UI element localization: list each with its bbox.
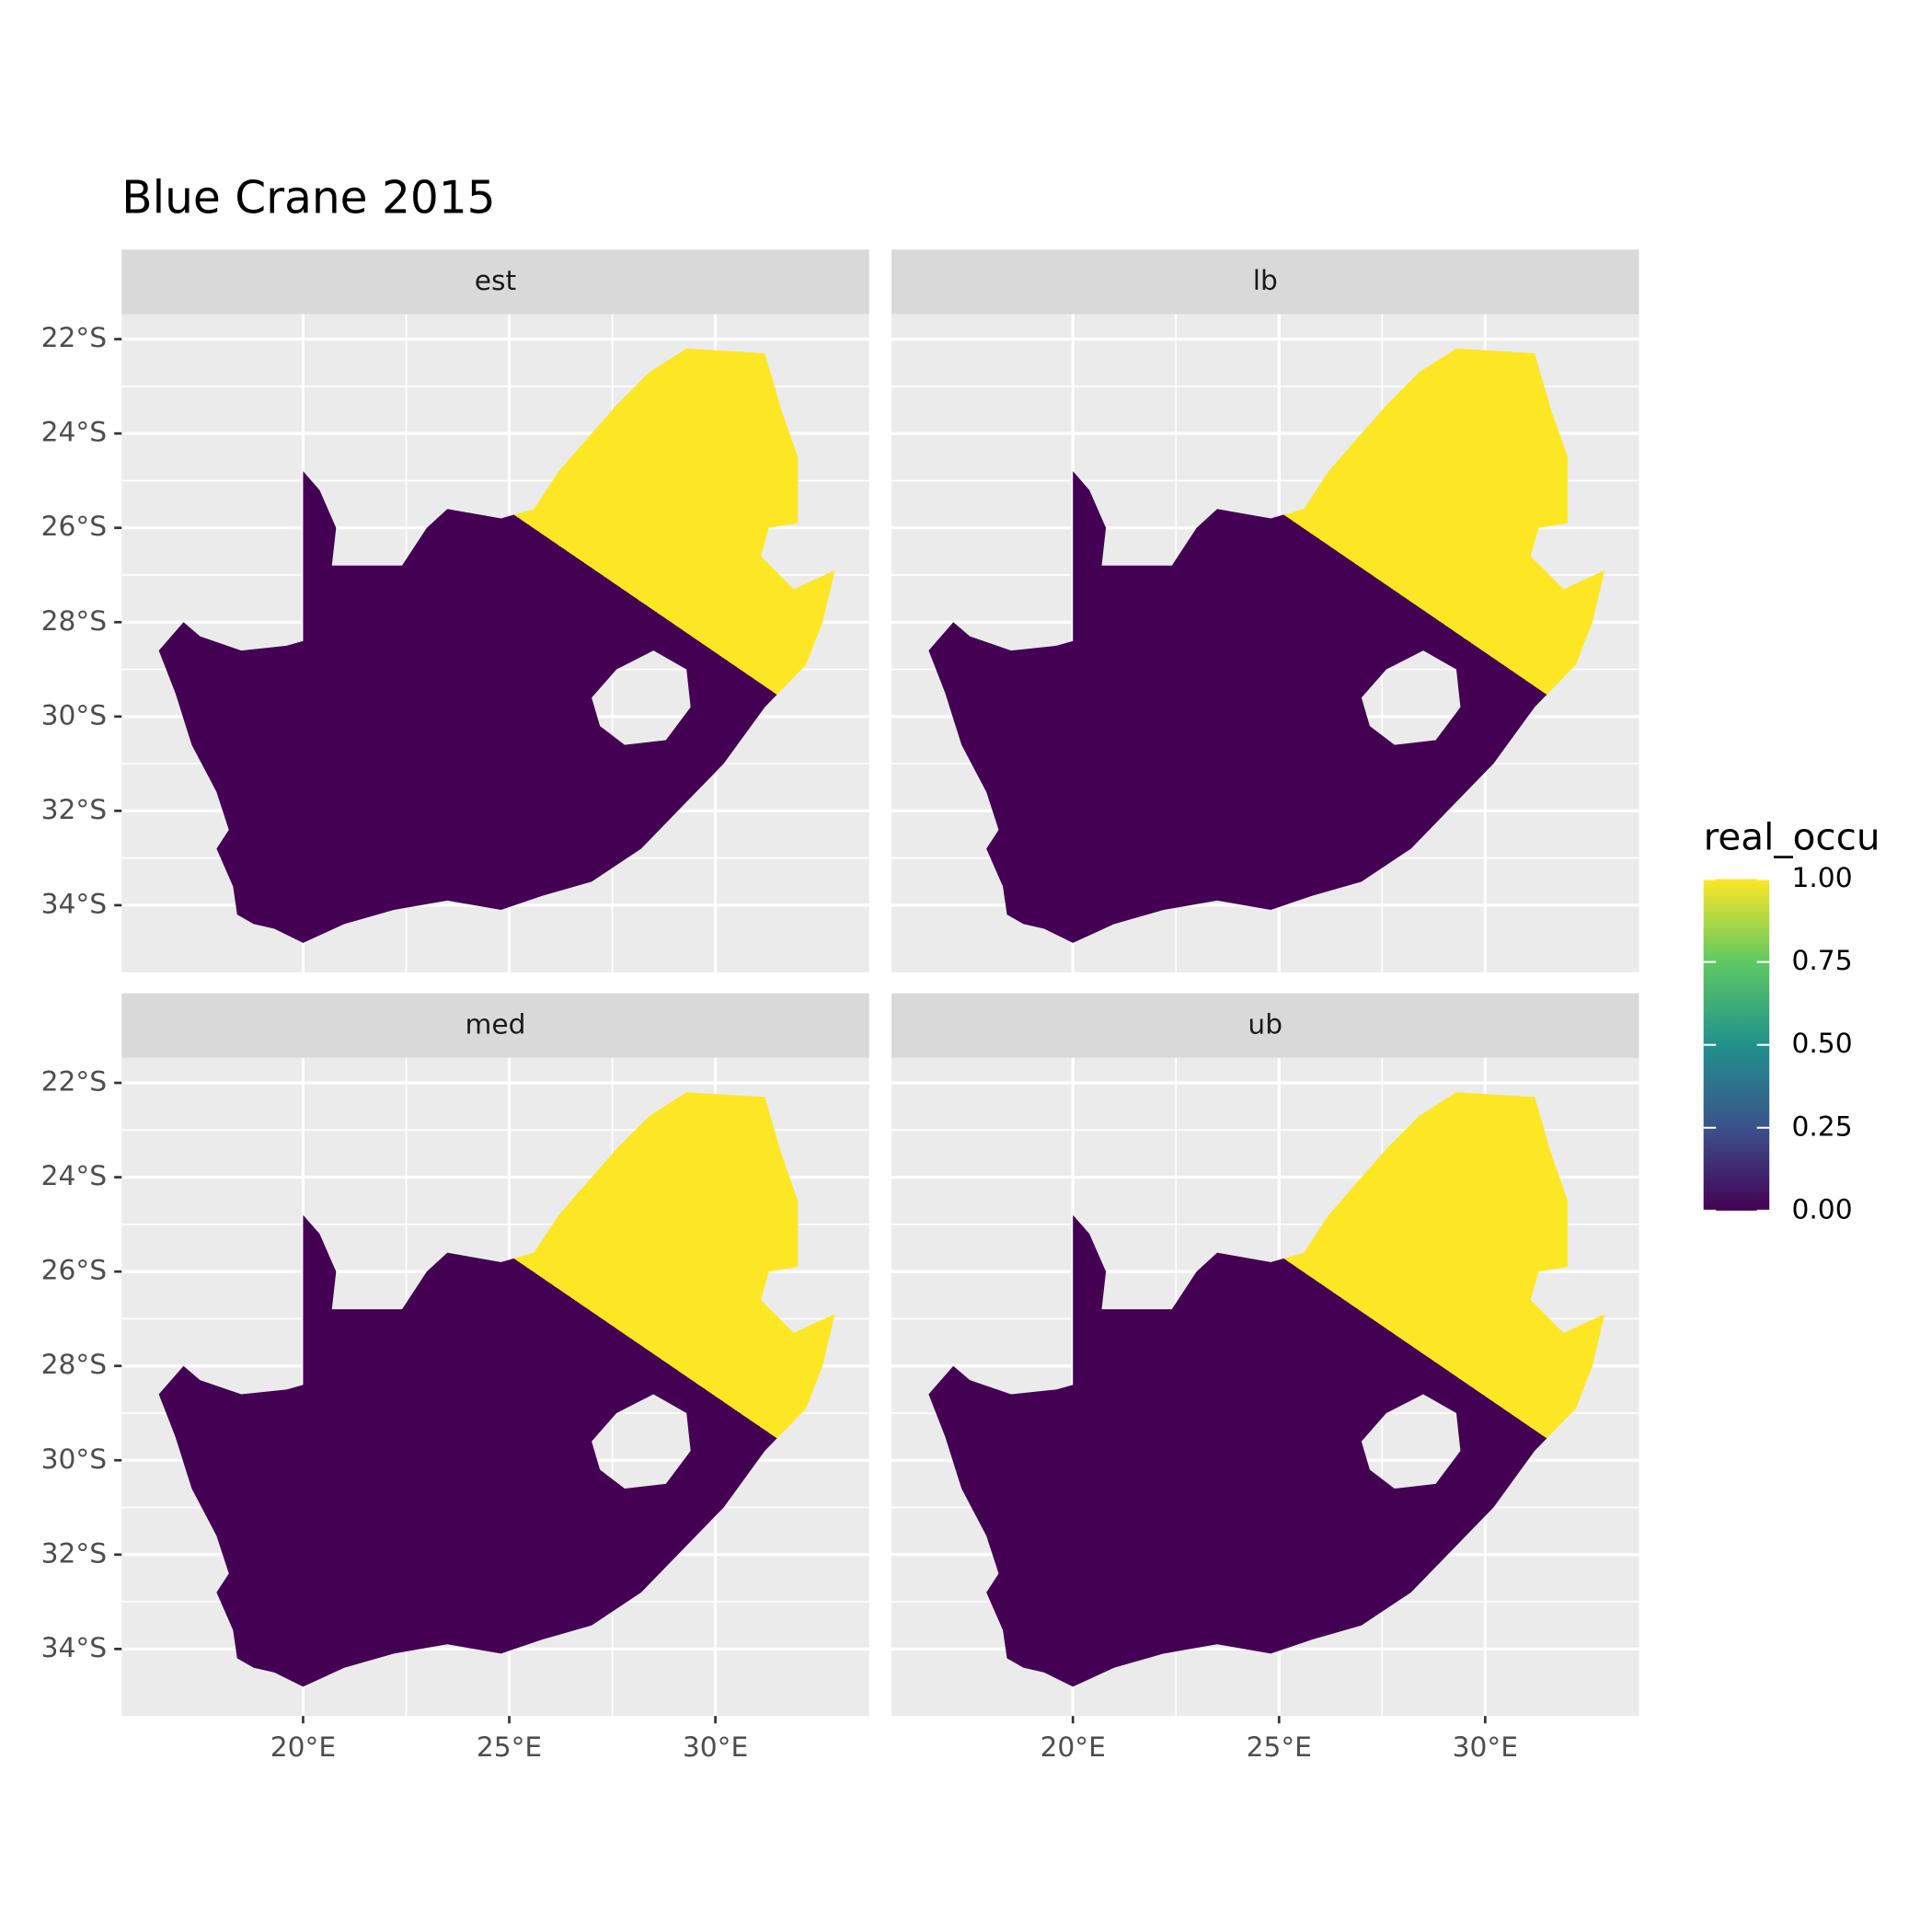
strip [121,249,869,315]
y-tick-label: 26°S [41,1255,107,1287]
y-tick-label: 22°S [41,322,107,354]
y-tick-label: 22°S [41,1066,107,1098]
strip [891,249,1639,315]
legend-label: 0.00 [1791,1193,1852,1225]
strip [121,993,869,1058]
y-tick-label: 32°S [41,1537,107,1570]
y-tick-label: 30°S [41,699,107,731]
y-tick-label: 24°S [41,1160,107,1192]
map-region [928,348,1605,943]
y-tick-label: 28°S [41,605,107,638]
legend-label: 0.50 [1791,1028,1852,1060]
x-tick-label: 30°E [683,1731,748,1764]
x-tick-label: 25°E [477,1731,542,1764]
strip-label: med [465,1008,525,1041]
map-region [158,1092,835,1687]
legend-label: 0.75 [1791,945,1852,977]
legend-label: 0.25 [1791,1110,1852,1143]
strip [891,993,1639,1058]
y-tick-label: 28°S [41,1349,107,1381]
y-tick-label: 30°S [41,1443,107,1476]
x-tick-label: 20°E [270,1731,336,1764]
x-tick-label: 25°E [1247,1731,1312,1764]
legend-title: real_occu [1704,814,1880,858]
strip-label: est [475,265,516,297]
y-tick-label: 26°S [41,511,107,543]
strip-label: lb [1253,265,1278,297]
y-tick-label: 34°S [41,1632,107,1664]
y-tick-label: 34°S [41,888,107,920]
x-tick-label: 20°E [1041,1731,1106,1764]
y-tick-label: 32°S [41,794,107,826]
map-region [928,1092,1605,1687]
legend-label: 1.00 [1791,862,1852,894]
strip-label: ub [1248,1008,1282,1041]
chart-title: Blue Crane 2015 [121,173,495,224]
y-tick-label: 24°S [41,417,107,449]
x-tick-label: 30°E [1453,1731,1518,1764]
map-region [158,348,835,943]
